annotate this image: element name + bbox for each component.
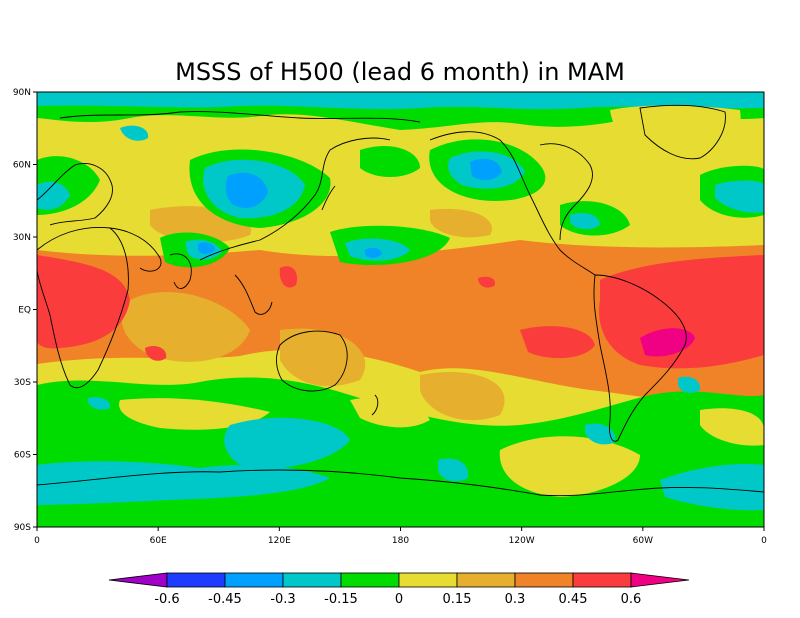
field-band-tropical-orange — [37, 240, 764, 404]
colorbar-segment — [166, 572, 226, 588]
field-yellow-indian-southern — [119, 398, 271, 430]
field-lightblue-subtropical-pacific — [365, 247, 382, 258]
field-cyan-southern-7 — [88, 397, 111, 410]
field-cyan-southern-4 — [438, 458, 469, 482]
field-cyan-north-1 — [37, 92, 764, 110]
colorbar-arrow-low — [108, 572, 168, 588]
colorbar-segment — [224, 572, 284, 588]
field-cyan-north-9 — [120, 125, 149, 141]
colorbar-label: 0.45 — [559, 592, 588, 607]
field-cyan-southern-6 — [678, 376, 701, 393]
field-lightblue-siberia — [225, 172, 268, 208]
field-cyan-southern-3 — [660, 463, 764, 511]
field-green-north-9 — [360, 146, 420, 177]
field-cyan-southern-1 — [224, 417, 350, 470]
y-tick-label: 60S — [14, 451, 31, 461]
map-title: MSSS of H500 (lead 6 month) in MAM — [175, 58, 625, 86]
colorbar-arrow-high — [630, 572, 690, 588]
colorbar-segment — [514, 572, 574, 588]
x-tick-label: 60W — [633, 536, 653, 546]
y-axis: 90N 60N 30N EQ 30S 60S 90S — [13, 88, 37, 533]
x-axis: 0 60E 120E 180 120W 60W 0 — [34, 527, 767, 546]
field-lightblue-north-pacific — [470, 158, 502, 181]
y-tick-label: 30S — [14, 378, 31, 388]
x-tick-label: 0 — [761, 536, 767, 546]
coastline-north-america-east — [539, 143, 593, 241]
coastline-southeast-asia — [234, 274, 273, 315]
field-contours — [37, 92, 764, 527]
field-patch-light-orange-3 — [420, 371, 505, 421]
field-cyan-north-8 — [570, 213, 600, 230]
y-tick-label: 90S — [14, 523, 31, 533]
colorbar-segment — [456, 572, 516, 588]
colorbar-segment — [340, 572, 400, 588]
field-lightblue-tibet — [198, 242, 215, 255]
field-red-africa — [37, 255, 130, 349]
y-tick-label: EQ — [18, 306, 31, 316]
x-tick-label: 120E — [268, 536, 291, 546]
field-patch-light-orange-1 — [121, 291, 250, 362]
colorbar-label: 0.3 — [505, 592, 526, 607]
coastline-europe — [37, 163, 113, 226]
x-tick-label: 60E — [150, 536, 167, 546]
coastline-africa — [37, 227, 129, 389]
colorbar-label: -0.3 — [270, 592, 295, 607]
field-yellow-north-atlantic — [540, 128, 600, 166]
field-red-south-america — [599, 255, 764, 369]
y-tick-label: 60N — [13, 161, 31, 171]
coastline-south-america — [593, 274, 687, 442]
coastline-australia — [276, 330, 348, 392]
field-red-indian-ocean — [145, 346, 167, 361]
coastline-india — [169, 253, 192, 289]
coastline-japan — [321, 185, 336, 211]
colorbar-segment — [572, 572, 632, 588]
field-red-west-pacific — [279, 266, 298, 288]
x-tick-label: 180 — [392, 536, 409, 546]
y-tick-label: 30N — [13, 233, 31, 243]
coastline-greenland — [639, 104, 726, 160]
x-tick-label: 0 — [34, 536, 40, 546]
coastline-east-asia — [199, 137, 391, 261]
coastlines — [37, 104, 764, 497]
colorbar-label: 0 — [395, 592, 403, 607]
field-yellow-south-pacific — [499, 436, 640, 497]
colorbar-label: 0.15 — [443, 592, 472, 607]
colorbar-segment — [398, 572, 458, 588]
coastline-arctic — [59, 111, 421, 123]
coastline-middle-east — [109, 227, 162, 272]
field-cyan-north-7 — [37, 181, 70, 210]
field-magenta-brazil — [640, 328, 695, 357]
colorbar: -0.6 -0.45 -0.3 -0.15 0 0.15 0.3 0.45 0.6 — [108, 572, 690, 607]
coastline-new-zealand — [371, 394, 379, 416]
colorbar-label: -0.45 — [208, 592, 242, 607]
field-patch-light-orange-5 — [430, 208, 492, 238]
field-cyan-southern-2 — [37, 461, 330, 505]
field-yellow-southwest-pacific — [350, 397, 430, 428]
colorbar-segment — [282, 572, 342, 588]
colorbar-label: 0.6 — [621, 592, 642, 607]
field-red-east-pacific — [520, 326, 595, 359]
coastline-antarctica — [37, 469, 764, 497]
field-cyan-north-6 — [715, 180, 764, 213]
field-cyan-southern-5 — [585, 423, 616, 445]
field-red-central-pacific — [478, 276, 496, 288]
colorbar-label: -0.15 — [324, 592, 358, 607]
coastline-north-america — [429, 131, 596, 276]
colorbar-label: -0.6 — [154, 592, 179, 607]
field-yellow-south-atlantic — [700, 408, 764, 446]
y-tick-label: 90N — [13, 88, 31, 98]
x-tick-label: 120W — [509, 536, 535, 546]
